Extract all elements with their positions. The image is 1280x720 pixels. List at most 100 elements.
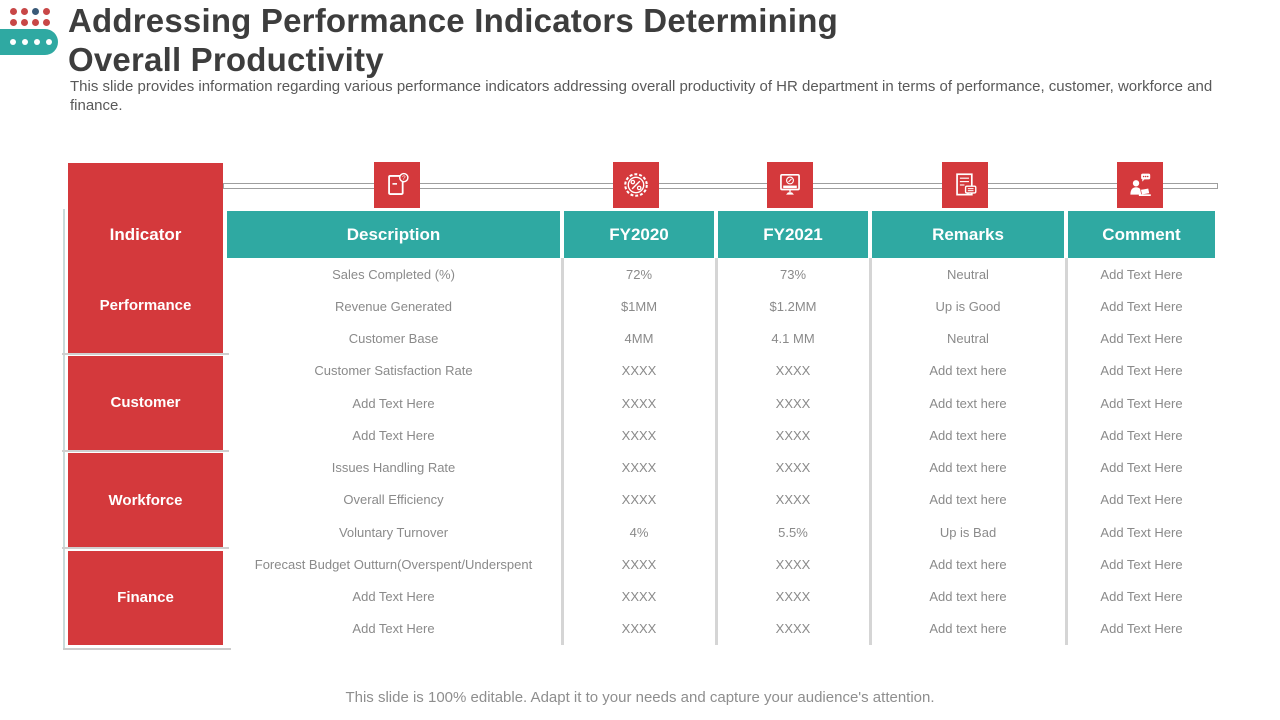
header-comment: Comment	[1068, 211, 1215, 258]
document-chat-icon	[942, 162, 988, 208]
column-divider	[715, 258, 718, 645]
cell-fy2020: XXXX	[621, 556, 657, 572]
logo-dot	[32, 8, 39, 15]
cell-comment: Add Text Here	[1100, 556, 1183, 572]
cell-remarks: Neutral	[947, 266, 989, 282]
header-description: Description	[227, 211, 560, 258]
cell-remarks: Add text here	[929, 621, 1007, 637]
group-label-performance: Performance	[68, 258, 223, 353]
logo-teal-bar	[0, 29, 58, 55]
logo-dot-row	[10, 8, 50, 15]
editable-note: This slide is 100% editable. Adapt it to…	[345, 689, 935, 706]
cell-fy2020: XXXX	[621, 589, 657, 605]
group-label-customer: Customer	[68, 355, 223, 450]
logo-dot	[10, 8, 17, 15]
table-row: Overall Efficiency XXXX XXXX Add text here A…	[227, 484, 1215, 516]
cell-fy2021: XXXX	[775, 395, 811, 411]
table-row: Add Text Here XXXX XXXX Add text here Add Te…	[227, 419, 1215, 451]
logo-dot	[32, 19, 39, 26]
logo-dot	[10, 19, 17, 26]
table-row: Forecast Budget Outturn(Overspent/Unders…	[227, 548, 1215, 580]
indicator-column-topbox	[68, 163, 223, 211]
table-row: Add Text Here XXXX XXXX Add text here Add Te…	[227, 387, 1215, 419]
cell-description: Issues Handling Rate	[331, 460, 456, 476]
cell-fy2020: XXXX	[621, 492, 657, 508]
cell-remarks: Add text here	[929, 395, 1007, 411]
cell-fy2020: XXXX	[621, 460, 657, 476]
group-label-workforce: Workforce	[68, 453, 223, 548]
cell-remarks: Add text here	[929, 589, 1007, 605]
cell-fy2020: 72%	[625, 266, 653, 282]
cell-description: Add Text Here	[352, 395, 435, 411]
connector-line	[223, 183, 1218, 189]
cell-description: Forecast Budget Outturn(Overspent/Unders…	[254, 556, 533, 572]
logo-dot	[21, 8, 28, 15]
logo-dot	[43, 19, 50, 26]
column-divider	[869, 258, 872, 645]
cell-remarks: Add text here	[929, 427, 1007, 443]
table-row: Issues Handling Rate XXXX XXXX Add text her…	[227, 452, 1215, 484]
cell-fy2020: 4%	[629, 524, 649, 540]
logo-dot	[46, 39, 52, 45]
cell-comment: Add Text Here	[1100, 589, 1183, 605]
cell-comment: Add Text Here	[1100, 524, 1183, 540]
logo-dot	[22, 39, 28, 45]
cell-fy2021: XXXX	[775, 427, 811, 443]
brand-dots-logo	[0, 0, 70, 60]
cell-comment: Add Text Here	[1100, 298, 1183, 314]
cell-description: Add Text Here	[352, 621, 435, 637]
logo-dot	[10, 39, 16, 45]
group-label-finance: Finance	[68, 550, 223, 645]
cell-description: Voluntary Turnover	[338, 524, 449, 540]
column-divider	[561, 258, 564, 645]
cell-comment: Add Text Here	[1100, 492, 1183, 508]
table-row: Customer Base 4MM 4.1 MM Neutral Add Text He…	[227, 323, 1215, 355]
table-header-row: Indicator Description FY2020 FY2021 Rema…	[68, 211, 1215, 258]
cell-fy2021: $1.2MM	[769, 298, 817, 314]
indicator-groups: Performance Customer Workforce Finance	[62, 258, 229, 645]
table-row: Sales Completed (%) 72% 73% Neutral Add Text…	[227, 258, 1215, 290]
cell-fy2020: 4MM	[624, 331, 654, 347]
logo-dot-row	[10, 19, 50, 26]
cell-fy2020: $1MM	[620, 298, 658, 314]
cell-comment: Add Text Here	[1100, 266, 1183, 282]
cell-remarks: Neutral	[947, 331, 989, 347]
header-fy2020: FY2020	[564, 211, 714, 258]
table-row: Add Text Here XXXX XXXX Add text here Add Te…	[227, 613, 1215, 645]
table-row: Revenue Generated $1MM $1.2MM Up is Good Add…	[227, 290, 1215, 322]
cell-description: Add Text Here	[352, 589, 435, 605]
table-row: Add Text Here XXXX XXXX Add text here Add Te…	[227, 581, 1215, 613]
cell-comment: Add Text Here	[1100, 395, 1183, 411]
group-divider	[62, 450, 229, 452]
cell-remarks: Up is Bad	[939, 524, 997, 540]
cell-remarks: Add text here	[929, 460, 1007, 476]
cell-fy2020: XXXX	[621, 395, 657, 411]
cell-fy2021: 73%	[779, 266, 807, 282]
cell-fy2021: 5.5%	[778, 524, 808, 540]
cell-comment: Add Text Here	[1100, 331, 1183, 347]
cell-comment: Add Text Here	[1100, 363, 1183, 379]
cell-description: Customer Satisfaction Rate	[314, 363, 473, 379]
header-indicator: Indicator	[68, 211, 223, 258]
document-note-icon: ?	[374, 162, 420, 208]
cell-comment: Add Text Here	[1100, 621, 1183, 637]
column-divider	[1065, 258, 1068, 645]
cell-comment: Add Text Here	[1100, 427, 1183, 443]
monitor-percent-icon	[767, 162, 813, 208]
svg-text:?: ?	[402, 175, 406, 182]
cell-fy2021: XXXX	[775, 621, 811, 637]
slide-subtitle: This slide provides information regardin…	[70, 78, 1213, 114]
logo-dot	[34, 39, 40, 45]
header-remarks: Remarks	[872, 211, 1064, 258]
cell-remarks: Add text here	[929, 492, 1007, 508]
cell-description: Revenue Generated	[334, 298, 453, 314]
table-rows: Sales Completed (%) 72% 73% Neutral Add Text…	[227, 258, 1215, 645]
cell-fy2020: XXXX	[621, 621, 657, 637]
header-fy2021: FY2021	[718, 211, 868, 258]
cell-fy2021: XXXX	[775, 589, 811, 605]
cell-remarks: Up is Good	[935, 298, 1001, 314]
table-frame-bottom	[63, 648, 231, 650]
cell-comment: Add Text Here	[1100, 460, 1183, 476]
gear-percent-icon	[613, 162, 659, 208]
